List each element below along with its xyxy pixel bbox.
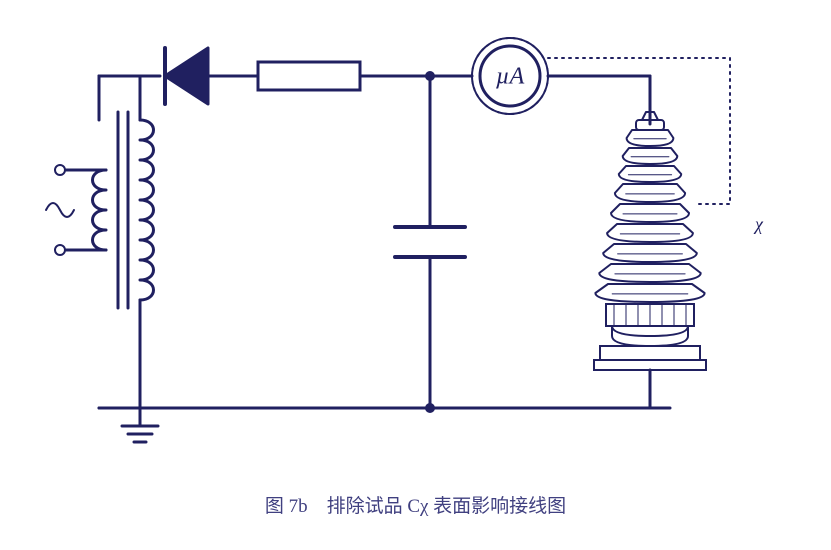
figure-caption: 图 7b 排除试品 Cχ 表面影响接线图 — [0, 491, 831, 518]
circuit-diagram: µA χ — [0, 0, 831, 550]
svg-text:χ: χ — [753, 214, 764, 234]
schematic: µA χ — [46, 38, 764, 442]
microammeter: µA — [472, 38, 548, 114]
svg-text:µA: µA — [496, 64, 525, 90]
